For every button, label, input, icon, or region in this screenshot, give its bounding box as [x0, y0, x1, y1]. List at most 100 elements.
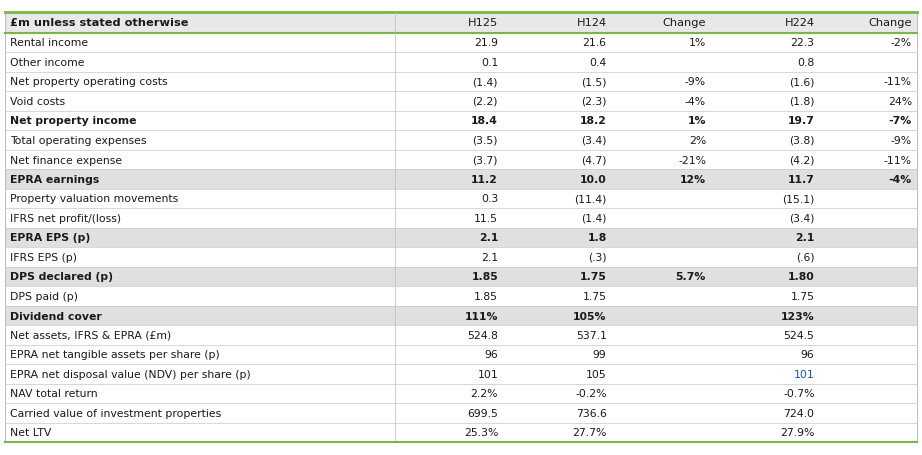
Text: EPRA EPS (p): EPRA EPS (p) — [10, 233, 90, 243]
Text: -11%: -11% — [884, 155, 912, 165]
Text: -4%: -4% — [685, 97, 706, 107]
Text: (15.1): (15.1) — [782, 194, 814, 204]
Text: H124: H124 — [576, 18, 607, 28]
Text: Net finance expense: Net finance expense — [10, 155, 123, 165]
Bar — [5, 384, 917, 404]
Text: 699.5: 699.5 — [467, 408, 498, 418]
Bar — [5, 404, 917, 423]
Text: IFRS EPS (p): IFRS EPS (p) — [10, 253, 77, 263]
Text: 22.3: 22.3 — [790, 38, 814, 48]
Text: (11.4): (11.4) — [574, 194, 607, 204]
Text: 18.2: 18.2 — [580, 116, 607, 126]
Bar — [5, 189, 917, 209]
Text: 2%: 2% — [689, 136, 706, 146]
Text: Carried value of investment properties: Carried value of investment properties — [10, 408, 221, 418]
Text: Total operating expenses: Total operating expenses — [10, 136, 147, 146]
Text: 524.8: 524.8 — [467, 330, 498, 340]
Text: (1.4): (1.4) — [581, 213, 607, 223]
Text: (3.7): (3.7) — [473, 155, 498, 165]
Text: EPRA net tangible assets per share (p): EPRA net tangible assets per share (p) — [10, 350, 219, 360]
Text: (1.8): (1.8) — [789, 97, 814, 107]
Text: 2.1: 2.1 — [479, 233, 498, 243]
Text: -4%: -4% — [889, 175, 912, 185]
Text: 105%: 105% — [573, 311, 607, 321]
Text: 27.9%: 27.9% — [780, 428, 814, 438]
Text: Change: Change — [663, 18, 706, 28]
Text: Net property operating costs: Net property operating costs — [10, 77, 168, 87]
Text: (1.6): (1.6) — [789, 77, 814, 87]
Text: -11%: -11% — [884, 77, 912, 87]
Text: Net LTV: Net LTV — [10, 428, 52, 438]
Text: (3.8): (3.8) — [789, 136, 814, 146]
Text: Void costs: Void costs — [10, 97, 65, 107]
Text: NAV total return: NAV total return — [10, 389, 98, 399]
Text: 537.1: 537.1 — [575, 330, 607, 340]
Text: -9%: -9% — [685, 77, 706, 87]
Text: 19.7: 19.7 — [787, 116, 814, 126]
Text: 724.0: 724.0 — [784, 408, 814, 418]
Text: -0.7%: -0.7% — [783, 389, 814, 399]
Text: 1.85: 1.85 — [471, 272, 498, 282]
Bar — [5, 111, 917, 131]
Text: H224: H224 — [785, 18, 814, 28]
Text: (1.5): (1.5) — [581, 77, 607, 87]
Text: 2.1: 2.1 — [795, 233, 814, 243]
Text: IFRS net profit/(loss): IFRS net profit/(loss) — [10, 213, 122, 223]
Bar — [5, 209, 917, 228]
Text: Net property income: Net property income — [10, 116, 136, 126]
Text: 123%: 123% — [781, 311, 814, 321]
Text: 1.80: 1.80 — [787, 272, 814, 282]
Text: 101: 101 — [478, 369, 498, 379]
Bar — [5, 228, 917, 248]
Text: 1.85: 1.85 — [474, 291, 498, 301]
Text: 5.7%: 5.7% — [676, 272, 706, 282]
Text: 21.9: 21.9 — [474, 38, 498, 48]
Bar — [5, 267, 917, 287]
Text: 27.7%: 27.7% — [573, 428, 607, 438]
Text: 2.1: 2.1 — [481, 253, 498, 263]
Text: (.6): (.6) — [796, 253, 814, 263]
Text: 18.4: 18.4 — [471, 116, 498, 126]
Bar — [5, 170, 917, 189]
Text: 24%: 24% — [888, 97, 912, 107]
Bar — [5, 53, 917, 73]
Text: DPS declared (p): DPS declared (p) — [10, 272, 113, 282]
Text: 21.6: 21.6 — [583, 38, 607, 48]
Text: 11.7: 11.7 — [787, 175, 814, 185]
Text: (4.2): (4.2) — [789, 155, 814, 165]
Text: 101: 101 — [794, 369, 814, 379]
Text: (3.4): (3.4) — [789, 213, 814, 223]
Text: (3.4): (3.4) — [581, 136, 607, 146]
Text: 2.2%: 2.2% — [470, 389, 498, 399]
Text: 25.3%: 25.3% — [464, 428, 498, 438]
Text: 1%: 1% — [689, 38, 706, 48]
Text: 0.1: 0.1 — [480, 58, 498, 68]
Text: 10.0: 10.0 — [580, 175, 607, 185]
Text: (1.4): (1.4) — [473, 77, 498, 87]
Text: 736.6: 736.6 — [575, 408, 607, 418]
Text: 0.3: 0.3 — [480, 194, 498, 204]
Bar — [5, 73, 917, 92]
Bar — [5, 13, 917, 34]
Text: Rental income: Rental income — [10, 38, 89, 48]
Text: 1.8: 1.8 — [587, 233, 607, 243]
Text: EPRA net disposal value (NDV) per share (p): EPRA net disposal value (NDV) per share … — [10, 369, 251, 379]
Bar — [5, 34, 917, 53]
Text: 96: 96 — [484, 350, 498, 360]
Text: 524.5: 524.5 — [784, 330, 814, 340]
Text: 1%: 1% — [688, 116, 706, 126]
Text: (3.5): (3.5) — [473, 136, 498, 146]
Text: 1.75: 1.75 — [580, 272, 607, 282]
Bar — [5, 364, 917, 384]
Bar — [5, 325, 917, 345]
Text: Net assets, IFRS & EPRA (£m): Net assets, IFRS & EPRA (£m) — [10, 330, 171, 340]
Text: (2.3): (2.3) — [581, 97, 607, 107]
Text: 12%: 12% — [680, 175, 706, 185]
Bar — [5, 151, 917, 170]
Text: -21%: -21% — [678, 155, 706, 165]
Text: (.3): (.3) — [588, 253, 607, 263]
Text: 99: 99 — [593, 350, 607, 360]
Text: Change: Change — [869, 18, 912, 28]
Text: EPRA earnings: EPRA earnings — [10, 175, 100, 185]
Text: Other income: Other income — [10, 58, 85, 68]
